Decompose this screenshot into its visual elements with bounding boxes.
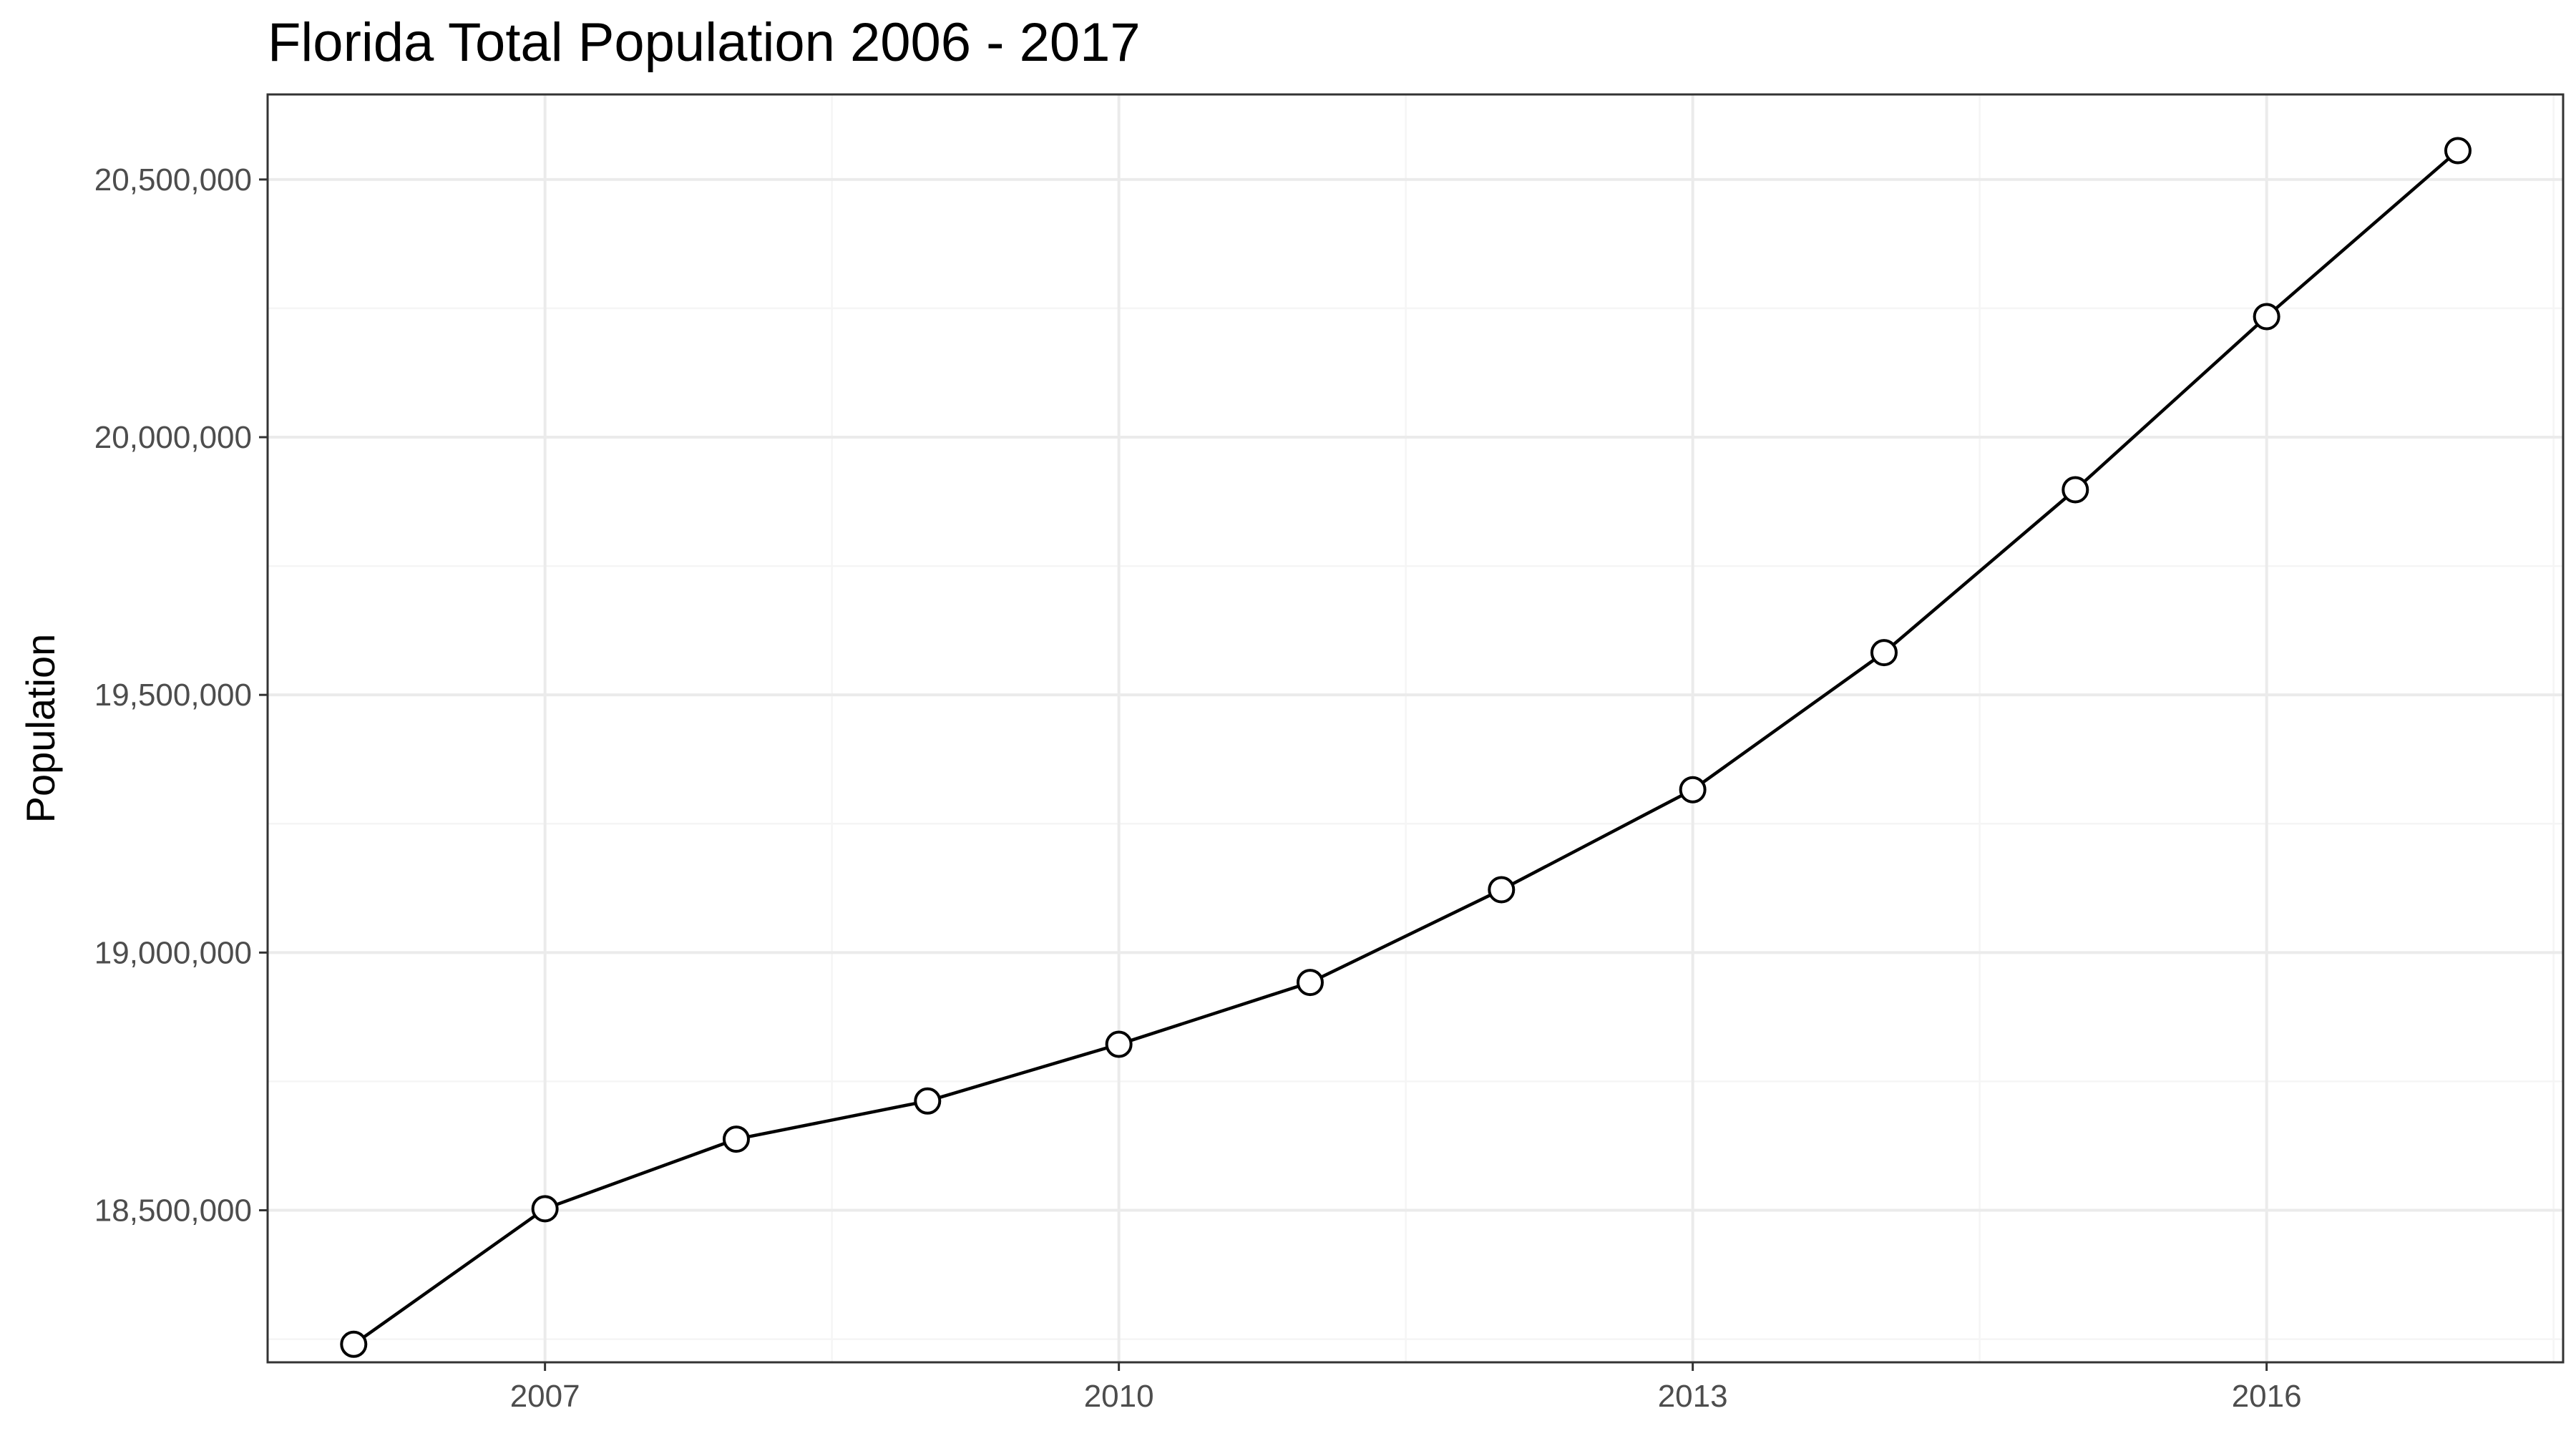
series-layer bbox=[352, 149, 2459, 1346]
x-tick-label: 2007 bbox=[510, 1379, 580, 1414]
data-point bbox=[340, 1330, 368, 1358]
data-point bbox=[1296, 969, 1324, 997]
x-tick-label: 2013 bbox=[1658, 1379, 1728, 1414]
axis-ticks bbox=[259, 178, 2268, 1371]
x-tick-label: 2016 bbox=[2232, 1379, 2302, 1414]
panel-border bbox=[266, 93, 2565, 1364]
data-point bbox=[1679, 776, 1707, 804]
y-tick-label: 19,000,000 bbox=[94, 935, 252, 970]
data-point bbox=[1488, 876, 1516, 904]
points-layer bbox=[340, 137, 2472, 1358]
minor-gridlines bbox=[268, 94, 2563, 1362]
data-point bbox=[2062, 476, 2089, 504]
series-line bbox=[352, 149, 2459, 1346]
x-tick-label: 2010 bbox=[1084, 1379, 1154, 1414]
major-gridlines bbox=[268, 94, 2563, 1362]
y-axis-labels: 18,500,000 19,000,000 19,500,000 20,000,000… bbox=[94, 162, 252, 1229]
y-tick-label: 20,000,000 bbox=[94, 420, 252, 455]
data-point bbox=[1870, 639, 1898, 667]
data-point bbox=[2444, 137, 2472, 165]
x-axis-labels: 2007 2010 2013 2016 bbox=[510, 1379, 2302, 1414]
y-tick-label: 18,500,000 bbox=[94, 1193, 252, 1229]
chart-title: Florida Total Population 2006 - 2017 bbox=[268, 12, 1141, 73]
data-point bbox=[531, 1195, 559, 1223]
data-point bbox=[2253, 303, 2280, 331]
data-point bbox=[914, 1087, 942, 1115]
data-point bbox=[1105, 1030, 1133, 1058]
y-axis-title: Population bbox=[18, 634, 63, 824]
data-point bbox=[722, 1125, 750, 1153]
y-tick-label: 20,500,000 bbox=[94, 162, 252, 197]
y-tick-label: 19,500,000 bbox=[94, 678, 252, 713]
